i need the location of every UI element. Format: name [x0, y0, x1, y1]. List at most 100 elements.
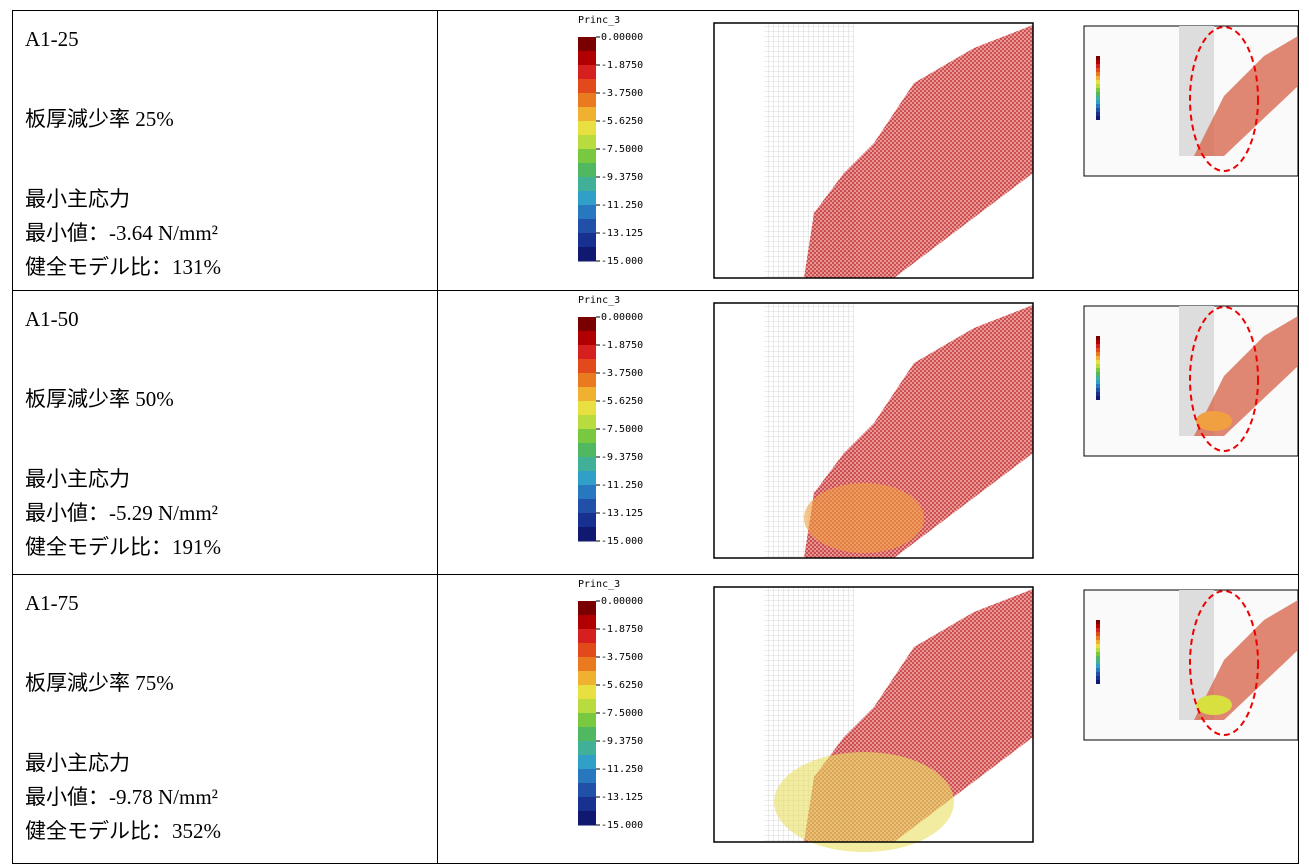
image-border [713, 302, 1034, 559]
table-row: A1-50 板厚減少率 50% 最小主応力 最小値：-5.29 N/mm² 健全モデル比… [12, 290, 1299, 575]
thumb-legend [1096, 116, 1100, 120]
legend-swatch [578, 699, 596, 714]
cell-text: A1-25 [25, 27, 79, 51]
legend-swatch [578, 233, 596, 248]
thumb-legend [1096, 680, 1100, 684]
thumb-legend [1096, 56, 1100, 60]
thumb-legend [1096, 96, 1100, 100]
legend-swatch [578, 331, 596, 346]
legend-swatch [578, 191, 596, 206]
thumb-legend [1096, 376, 1100, 380]
legend-label: -7.5000 [601, 708, 643, 719]
legend-label: -11.250 [601, 480, 643, 491]
legend-label: -5.6250 [601, 680, 643, 691]
table-row: A1-25 板厚減少率 25% 最小主応力 最小値：-3.64 N/mm² 健全モデル比… [12, 10, 1299, 291]
legend-swatch [578, 769, 596, 784]
cell-text: 健全モデル比：352% [25, 819, 221, 843]
legend-swatch [578, 513, 596, 528]
legend-label: -9.3750 [601, 452, 643, 463]
legend-swatch [578, 247, 596, 262]
legend-swatch [578, 643, 596, 658]
thumb-legend [1096, 636, 1100, 640]
thumb-hot [1196, 411, 1232, 431]
legend-swatch [578, 685, 596, 700]
legend-swatch [578, 79, 596, 94]
thumb-legend [1096, 392, 1100, 396]
hot-spot [804, 483, 924, 553]
legend-swatch [578, 429, 596, 444]
legend-label: -1.8750 [601, 624, 643, 635]
thumb-legend [1096, 368, 1100, 372]
cell-text: 板厚減少率 50% [25, 387, 174, 411]
thumb-legend [1096, 360, 1100, 364]
legend-swatch [578, 811, 596, 826]
thumb-hot [1196, 695, 1232, 715]
legend-swatch [578, 163, 596, 178]
legend-label: -15.000 [601, 536, 643, 547]
legend-swatch [578, 93, 596, 108]
legend-label: -13.125 [601, 792, 643, 803]
legend-label: -3.7500 [601, 652, 643, 663]
hot-spot [774, 752, 954, 852]
thumb-legend [1096, 344, 1100, 348]
cell-text: 健全モデル比：131% [25, 255, 221, 279]
legend-label: -9.3750 [601, 172, 643, 183]
thumb-legend [1096, 88, 1100, 92]
legend-label: -7.5000 [601, 424, 643, 435]
legend-swatch [578, 65, 596, 80]
legend-swatch [578, 135, 596, 150]
legend-swatch [578, 527, 596, 542]
legend-swatch [578, 499, 596, 514]
legend-label: -13.125 [601, 228, 643, 239]
legend-swatch [578, 401, 596, 416]
stress-mesh [804, 25, 1033, 278]
cell-text: 板厚減少率 75% [25, 671, 174, 695]
legend-swatch [578, 345, 596, 360]
cell-text: 健全モデル比：191% [25, 535, 221, 559]
legend-swatch [578, 741, 596, 756]
legend-swatch [578, 727, 596, 742]
legend-swatch [578, 713, 596, 728]
legend-swatch [578, 471, 596, 486]
legend-label: -7.5000 [601, 144, 643, 155]
legend-swatch [578, 387, 596, 402]
legend-label: -11.250 [601, 764, 643, 775]
thumb-legend [1096, 648, 1100, 652]
thumb-legend [1096, 380, 1100, 384]
thumb-legend [1096, 92, 1100, 96]
legend-swatch [578, 615, 596, 630]
thumb-legend [1096, 672, 1100, 676]
thumb-legend [1096, 352, 1100, 356]
thumb-legend [1096, 640, 1100, 644]
legend-swatch [578, 177, 596, 192]
column-divider [437, 575, 438, 863]
thumb-legend [1096, 632, 1100, 636]
thumb-legend [1096, 68, 1100, 72]
legend-swatch [578, 443, 596, 458]
legend-label: -1.8750 [601, 60, 643, 71]
legend-title: Princ_3 [578, 579, 620, 590]
thumb-legend [1096, 84, 1100, 88]
legend-label: 0.00000 [601, 312, 643, 323]
cell-text: 最小主応力 [25, 187, 130, 211]
thumb-legend [1096, 64, 1100, 68]
thumb-legend [1096, 620, 1100, 624]
thumb-legend [1096, 660, 1100, 664]
thumb-legend [1096, 652, 1100, 656]
legend-swatch [578, 317, 596, 332]
legend-title: Princ_3 [578, 15, 620, 26]
legend-label: -1.8750 [601, 340, 643, 351]
cell-text: 最小主応力 [25, 467, 130, 491]
thumb-legend [1096, 336, 1100, 340]
column-divider [437, 11, 438, 290]
legend-title: Princ_3 [578, 295, 620, 306]
thumb-legend [1096, 112, 1100, 116]
thumbnail [1083, 25, 1298, 177]
highlight-ellipse [1189, 590, 1259, 736]
legend-label: -3.7500 [601, 368, 643, 379]
legend-swatch [578, 629, 596, 644]
legend-swatch [578, 219, 596, 234]
thumbnail [1083, 305, 1298, 457]
legend-swatch [578, 51, 596, 66]
